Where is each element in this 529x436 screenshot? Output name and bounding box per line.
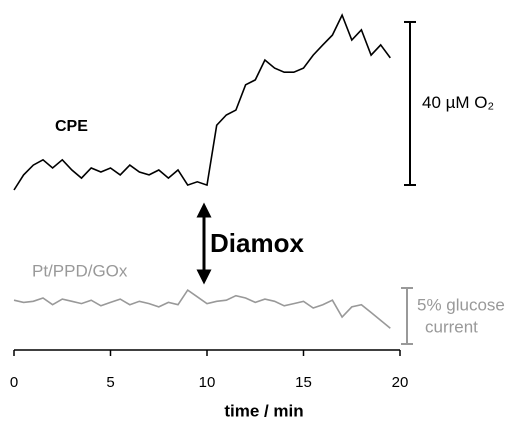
scale-bar-label: current xyxy=(425,317,478,336)
scale-bar-label: 40 µM O₂ xyxy=(422,93,494,112)
series-line xyxy=(13,288,391,329)
x-tick-label: 20 xyxy=(392,374,409,391)
series-label: CPE xyxy=(55,118,88,135)
annotation: Diamox xyxy=(210,228,304,258)
x-tick-label: 0 xyxy=(10,374,18,391)
x-axis-label: time / min xyxy=(224,401,303,420)
x-tick-label: 15 xyxy=(295,374,312,391)
scale-bar-label: 5% glucose xyxy=(417,295,505,314)
series-label: Pt/PPD/GOx xyxy=(32,261,128,280)
series-line xyxy=(13,13,391,191)
x-tick-label: 10 xyxy=(199,374,216,391)
x-tick-label: 5 xyxy=(106,374,114,391)
